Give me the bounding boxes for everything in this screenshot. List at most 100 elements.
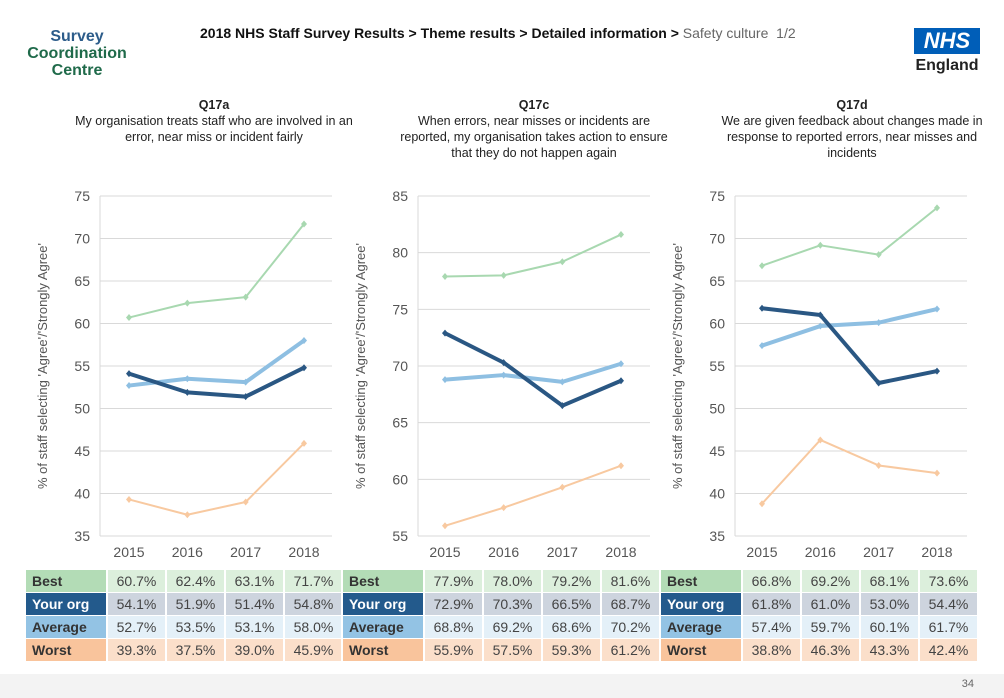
y-tick-label: 65: [709, 273, 725, 289]
table-cell: 61.7%: [918, 615, 979, 639]
data-point-best: [759, 262, 765, 270]
row-label: Your org: [24, 592, 108, 616]
logo-line: Coordination: [27, 45, 127, 62]
series-line-worst: [128, 442, 305, 516]
series-line-best: [761, 207, 938, 267]
table-cell: 79.2%: [541, 569, 602, 593]
table-cell: 52.7%: [106, 615, 167, 639]
data-point-average: [934, 305, 940, 313]
y-tick-label: 85: [392, 188, 408, 204]
y-tick-label: 50: [709, 401, 725, 417]
question-text: When errors, near misses or incidents ar…: [400, 114, 668, 160]
y-tick-label: 40: [74, 486, 90, 502]
y-tick-label: 75: [74, 188, 90, 204]
table-cell: 46.3%: [800, 638, 861, 662]
row-label: Your org: [341, 592, 425, 616]
y-tick-label: 75: [392, 301, 408, 317]
row-label: Your org: [659, 592, 743, 616]
table-row: Your org 72.9% 70.3% 66.5% 68.7%: [341, 592, 661, 616]
table-cell: 69.2%: [800, 569, 861, 593]
data-point-average: [442, 376, 448, 384]
y-axis-label: % of staff selecting 'Agree'/'Strongly A…: [35, 243, 50, 489]
table-cell: 59.7%: [800, 615, 861, 639]
table-cell: 42.4%: [918, 638, 979, 662]
nhs-logo-box: NHS: [914, 28, 980, 54]
table-cell: 72.9%: [423, 592, 484, 616]
x-tick-label: 2015: [429, 544, 460, 560]
row-label: Worst: [341, 638, 425, 662]
table-cell: 81.6%: [600, 569, 661, 593]
table-cell: 54.4%: [918, 592, 979, 616]
data-point-your_org: [301, 364, 307, 372]
series-line-your_org: [128, 365, 305, 399]
y-tick-label: 55: [74, 358, 90, 374]
y-axis-label: % of staff selecting 'Agree'/'Strongly A…: [670, 243, 685, 489]
table-cell: 39.3%: [106, 638, 167, 662]
table-cell: 77.9%: [423, 569, 484, 593]
logo-line: Centre: [51, 62, 103, 79]
table-row: Best 66.8% 69.2% 68.1% 73.6%: [659, 569, 979, 593]
row-label: Best: [24, 569, 108, 593]
x-tick-label: 2018: [288, 544, 319, 560]
x-tick-label: 2015: [746, 544, 777, 560]
x-tick-label: 2018: [921, 544, 952, 560]
table-cell: 68.8%: [423, 615, 484, 639]
data-point-worst: [817, 436, 824, 444]
y-tick-label: 70: [74, 231, 90, 247]
question-id: Q17a: [198, 98, 230, 112]
data-point-your_org: [759, 304, 765, 312]
survey-coordination-centre-logo: Survey Coordination Centre: [22, 28, 132, 79]
series-line-worst: [444, 464, 622, 527]
data-point-best: [301, 220, 307, 228]
table-row: Best 60.7% 62.4% 63.1% 71.7%: [24, 569, 344, 593]
data-point-best: [934, 204, 940, 212]
table-cell: 66.8%: [741, 569, 802, 593]
table-cell: 59.3%: [541, 638, 602, 662]
y-tick-label: 60: [709, 316, 725, 332]
table-cell: 57.5%: [482, 638, 543, 662]
breadcrumb-current: Safety culture: [682, 25, 769, 41]
y-tick-label: 35: [74, 528, 90, 544]
data-point-your_org: [184, 388, 191, 396]
table-cell: 54.8%: [283, 592, 344, 616]
y-tick-label: 55: [709, 358, 725, 374]
chart-title-Q17a: Q17a My organisation treats staff who are…: [74, 97, 354, 145]
table-cell: 53.5%: [165, 615, 226, 639]
data-point-average: [242, 378, 249, 386]
table-cell: 37.5%: [165, 638, 226, 662]
y-tick-label: 80: [392, 245, 408, 261]
table-row: Worst 55.9% 57.5% 59.3% 61.2%: [341, 638, 661, 662]
table-row: Worst 39.3% 37.5% 39.0% 45.9%: [24, 638, 344, 662]
table-row: Best 77.9% 78.0% 79.2% 81.6%: [341, 569, 661, 593]
y-tick-label: 75: [709, 188, 725, 204]
table-cell: 60.7%: [106, 569, 167, 593]
table-cell: 58.0%: [283, 615, 344, 639]
row-label: Best: [341, 569, 425, 593]
table-cell: 78.0%: [482, 569, 543, 593]
table-row: Average 57.4% 59.7% 60.1% 61.7%: [659, 615, 979, 639]
table-cell: 61.2%: [600, 638, 661, 662]
y-tick-label: 60: [74, 316, 90, 332]
table-cell: 71.7%: [283, 569, 344, 593]
table-cell: 68.7%: [600, 592, 661, 616]
chart-title-Q17d: Q17d We are given feedback about changes …: [712, 97, 992, 161]
data-point-worst: [618, 462, 624, 470]
table-row: Your org 61.8% 61.0% 53.0% 54.4%: [659, 592, 979, 616]
table-cell: 62.4%: [165, 569, 226, 593]
table-cell: 63.1%: [224, 569, 285, 593]
data-point-your_org: [934, 367, 940, 375]
data-point-worst: [184, 511, 191, 519]
data-point-average: [875, 319, 882, 327]
table-cell: 60.1%: [859, 615, 920, 639]
data-point-your_org: [242, 393, 249, 401]
footer-bar: [0, 674, 1004, 698]
y-tick-label: 50: [74, 401, 90, 417]
series-line-your_org: [761, 306, 938, 385]
data-point-your_org: [618, 377, 624, 385]
table-cell: 57.4%: [741, 615, 802, 639]
y-tick-label: 60: [392, 471, 408, 487]
row-label: Average: [659, 615, 743, 639]
data-point-best: [126, 314, 132, 322]
chart-title-Q17c: Q17c When errors, near misses or incident…: [394, 97, 674, 161]
data-point-average: [559, 378, 566, 386]
